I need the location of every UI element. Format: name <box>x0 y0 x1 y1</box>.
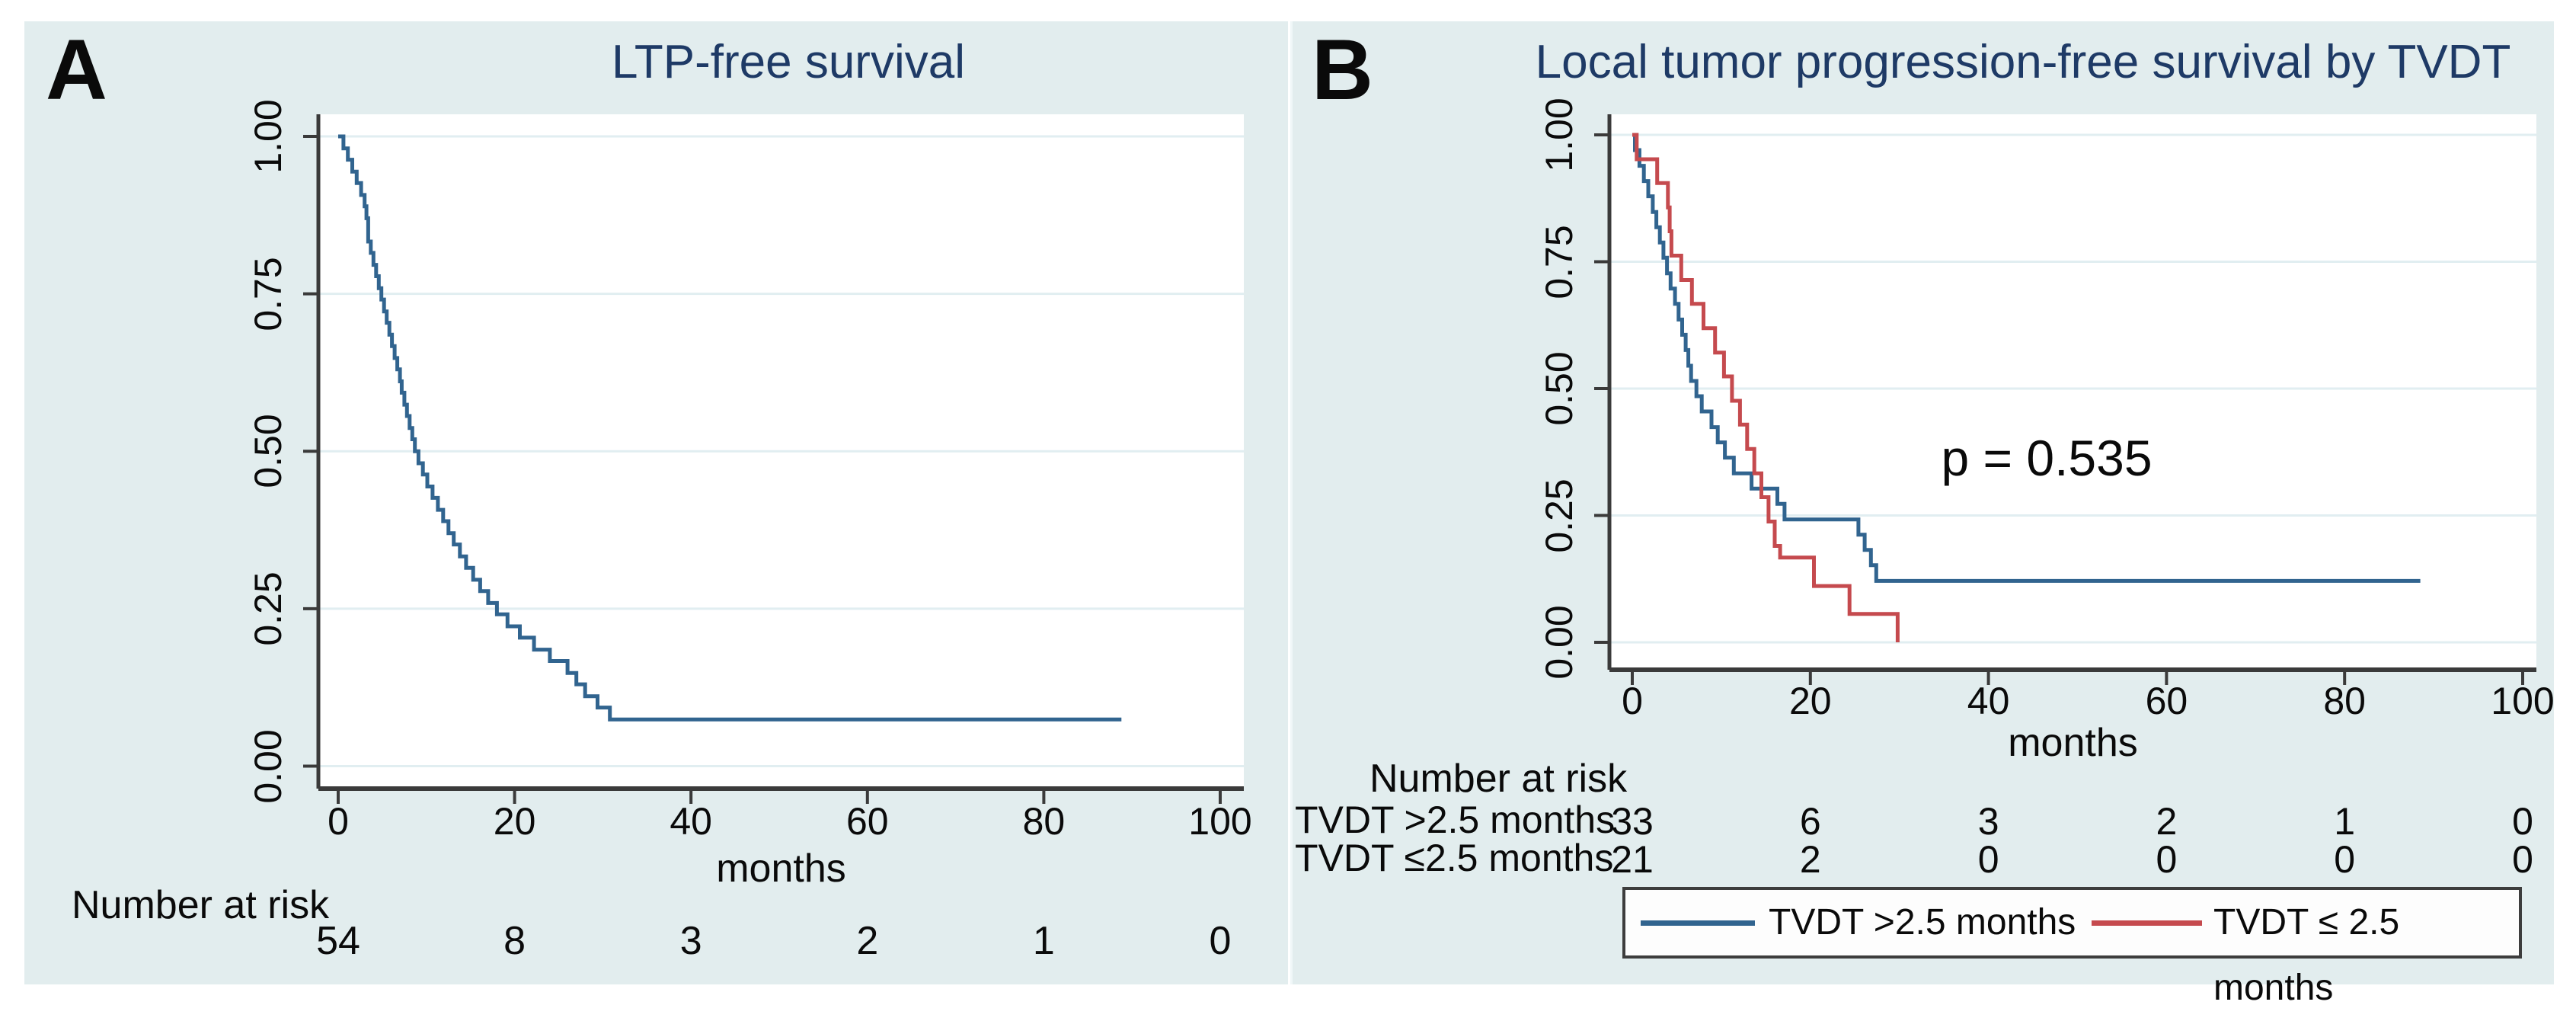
y-tick-label-A: 0.50 <box>247 414 289 488</box>
x-tick-label-B: 60 <box>2145 680 2188 722</box>
risk-count-b-row1: 0 <box>2512 800 2533 843</box>
risk-count-a: 8 <box>503 919 526 963</box>
y-tick-label-B: 1.00 <box>1538 98 1580 172</box>
risk-count-a: 0 <box>1209 919 1232 963</box>
risk-row-label-tvdt-gt: TVDT >2.5 months <box>1295 799 1616 841</box>
risk-count-a: 1 <box>1032 919 1055 963</box>
p-value-annotation: p = 0.535 <box>1941 430 2153 486</box>
panel-b-label: B <box>1312 22 1373 117</box>
x-tick-label-B: 100 <box>2491 680 2555 722</box>
y-tick-label-A: 1.00 <box>247 99 289 174</box>
risk-count-b-row2: 0 <box>2512 838 2533 881</box>
km-curve-A-curve_blue <box>338 134 1122 722</box>
risk-count-a: 2 <box>856 919 879 963</box>
risk-count-a: 3 <box>679 919 702 963</box>
x-tick-label-B: 40 <box>1967 680 2010 722</box>
legend-box: TVDT >2.5 months TVDT ≤ 2.5 months <box>1622 887 2522 1008</box>
risk-count-b-row1: 3 <box>1977 800 1999 843</box>
panel-b-title: Local tumor progression-free survival by… <box>1535 36 2511 88</box>
x-tick-label-A: 80 <box>1022 800 1066 843</box>
legend-line-swatch-red <box>2092 920 2202 926</box>
y-tick-label-A: 0.75 <box>247 256 289 331</box>
panel-a-label: A <box>46 22 107 117</box>
x-tick-label-A: 100 <box>1188 800 1252 843</box>
panel-b-risk-header: Number at risk <box>1369 757 1628 801</box>
x-tick-label-A: 20 <box>493 800 536 843</box>
y-tick-label-A: 0.25 <box>247 571 289 646</box>
risk-count-b-row1: 2 <box>2156 800 2178 843</box>
x-tick-label-B: 20 <box>1788 680 1832 722</box>
x-tick-label-B: 0 <box>1622 680 1643 722</box>
legend-label-tvdt-le: TVDT ≤ 2.5 months <box>2213 902 2400 1008</box>
panel-b-x-axis-label: months <box>2008 721 2138 765</box>
risk-count-b-row1: 33 <box>1611 800 1654 843</box>
x-tick-label-A: 40 <box>670 800 712 843</box>
risk-count-b-row2: 21 <box>1611 838 1654 881</box>
x-tick-label-A: 0 <box>328 800 349 843</box>
panel-a-risk-header: Number at risk <box>72 883 330 927</box>
legend-label-tvdt-gt: TVDT >2.5 months <box>1769 902 2076 943</box>
risk-count-b-row2: 0 <box>2156 838 2178 881</box>
risk-count-b-row1: 1 <box>2334 800 2356 843</box>
x-tick-label-A: 60 <box>845 800 889 843</box>
panel-a-x-axis-label: months <box>716 847 846 891</box>
risk-count-b-row1: 6 <box>1799 800 1821 843</box>
risk-row-label-tvdt-le: TVDT ≤2.5 months <box>1295 837 1614 879</box>
risk-count-a: 54 <box>316 919 360 963</box>
risk-count-b-row2: 0 <box>2334 838 2356 881</box>
risk-count-b-row2: 2 <box>1799 838 1821 881</box>
km-curve-B-curve_red <box>1632 133 1900 642</box>
plot-area-B <box>1609 114 2536 670</box>
legend-line-swatch-blue <box>1641 920 1755 926</box>
risk-count-b-row2: 0 <box>1977 838 1999 881</box>
km-curve-B-curve_blue <box>1632 133 2421 583</box>
panel-a-title: LTP-free survival <box>612 36 965 88</box>
x-tick-label-B: 80 <box>2323 680 2366 722</box>
